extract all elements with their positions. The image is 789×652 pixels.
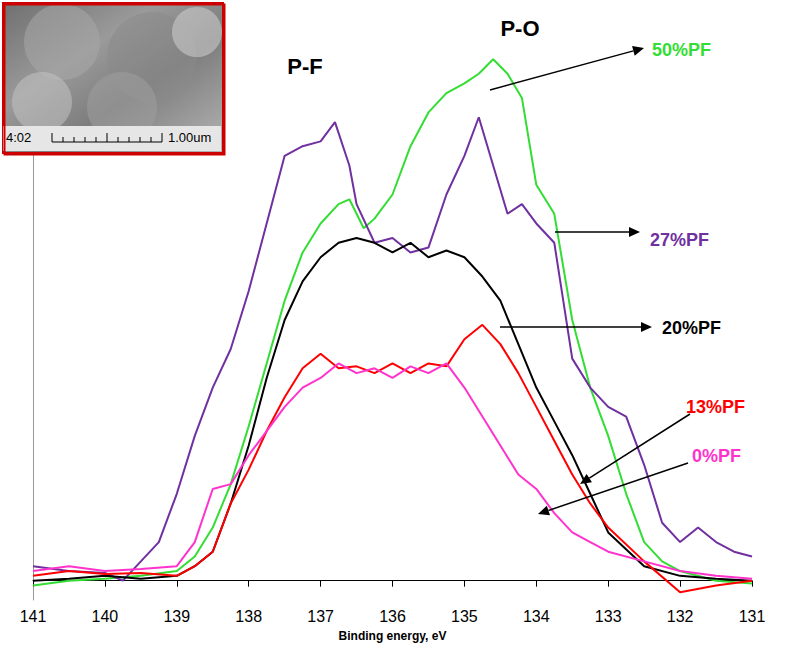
svg-text:1.00um: 1.00um [168,130,211,145]
svg-text:20%PF: 20%PF [662,318,721,338]
svg-text:4:02: 4:02 [6,130,31,145]
svg-text:141: 141 [20,608,47,625]
svg-text:140: 140 [92,608,119,625]
svg-text:P-F: P-F [287,54,322,79]
svg-text:27%PF: 27%PF [650,230,709,250]
svg-text:13%PF: 13%PF [686,397,745,417]
svg-text:135: 135 [451,608,478,625]
svg-text:137: 137 [307,608,334,625]
svg-text:Binding energy, eV: Binding energy, eV [339,629,447,643]
svg-text:0%PF: 0%PF [692,446,741,466]
svg-text:136: 136 [379,608,406,625]
svg-text:133: 133 [595,608,622,625]
svg-text:50%PF: 50%PF [652,40,711,60]
svg-text:139: 139 [163,608,190,625]
svg-text:P-O: P-O [500,16,539,41]
svg-text:131: 131 [739,608,766,625]
svg-text:132: 132 [667,608,694,625]
svg-text:138: 138 [235,608,262,625]
svg-text:134: 134 [523,608,550,625]
